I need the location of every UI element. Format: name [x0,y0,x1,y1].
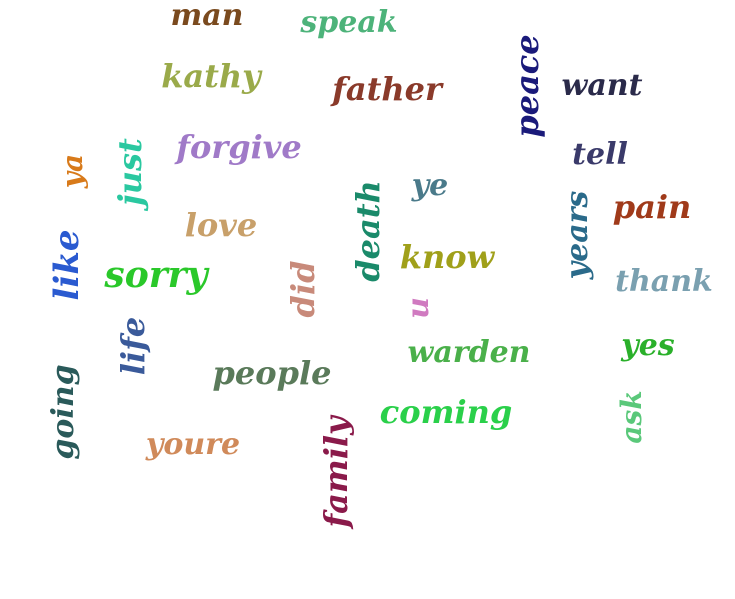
word-family: family [317,416,355,528]
word-man: man [170,0,244,33]
word-father: father [332,70,442,108]
word-ask: ask [615,390,648,444]
word-just: just [111,138,149,206]
word-did: did [284,260,322,318]
word-forgive: forgive [176,128,302,166]
word-youre: youre [145,427,241,462]
word-life: life [114,316,152,376]
word-like: like [47,229,87,301]
word-sorry: sorry [104,254,208,296]
word-warden: warden [407,335,531,370]
word-kathy: kathy [161,57,261,95]
word-ya: ya [56,153,89,189]
word-yes: yes [621,328,675,363]
word-thank: thank [615,264,713,299]
word-want: want [561,68,643,103]
word-tell: tell [572,137,628,172]
word-pain: pain [612,188,692,226]
word-coming: coming [379,393,513,431]
word-death: death [349,180,387,282]
word-ye: ye [411,168,449,203]
word-people: people [212,354,332,392]
word-u: u [401,297,436,319]
word-know: know [399,238,495,276]
word-peace: peace [508,34,546,138]
word-speak: speak [300,5,398,40]
word-going: going [46,364,81,460]
word-love: love [184,206,258,244]
word-years: years [560,190,595,280]
